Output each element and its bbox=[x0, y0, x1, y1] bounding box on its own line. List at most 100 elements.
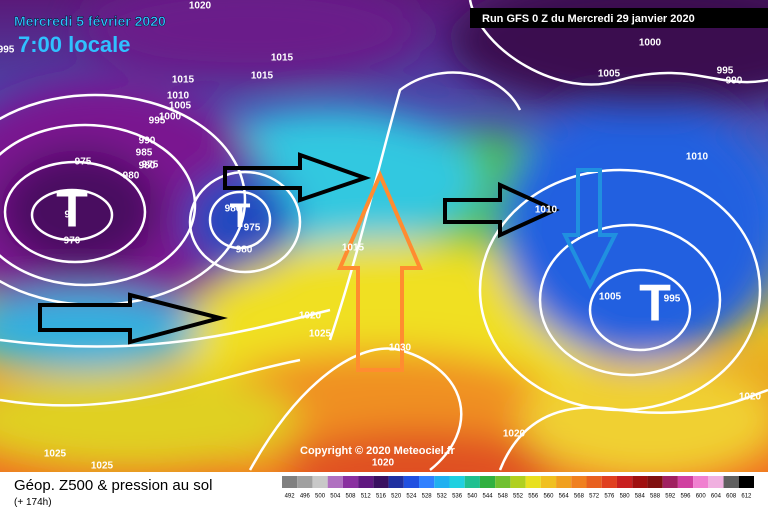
isobar-label: 995 bbox=[149, 116, 166, 127]
scale-swatch bbox=[495, 476, 511, 488]
scale-swatch bbox=[464, 476, 480, 488]
isobar-label: 1020 bbox=[739, 392, 762, 403]
scale-swatch bbox=[571, 476, 587, 488]
footer-lead: (+ 174h) bbox=[14, 497, 52, 508]
footer-title: Géop. Z500 & pression au sol bbox=[14, 477, 212, 494]
isobar-label: 985 bbox=[136, 148, 153, 159]
isobar-label: 1010 bbox=[686, 152, 709, 163]
scale-swatch bbox=[358, 476, 374, 488]
isobar-label: 1015 bbox=[172, 75, 195, 86]
isobar-label: 990 bbox=[139, 136, 156, 147]
scale-tick-label: 544 bbox=[483, 494, 494, 500]
scale-tick-label: 508 bbox=[346, 494, 357, 500]
isobar-label: 1025 bbox=[44, 449, 67, 460]
scale-tick-label: 560 bbox=[543, 494, 554, 500]
isobar-label: 1005 bbox=[598, 69, 621, 80]
scale-swatch bbox=[373, 476, 389, 488]
isobar-label: 980 bbox=[225, 204, 242, 215]
scale-tick-label: 604 bbox=[711, 494, 722, 500]
isobar-label: 1020 bbox=[503, 429, 526, 440]
scale-tick-label: 548 bbox=[498, 494, 509, 500]
isobar-label: 1005 bbox=[169, 101, 192, 112]
isobar-label: 980 bbox=[139, 161, 156, 172]
scale-swatch bbox=[434, 476, 450, 488]
scale-tick-label: 568 bbox=[574, 494, 585, 500]
scale-swatch bbox=[632, 476, 648, 488]
low-marker: T bbox=[230, 197, 251, 235]
scale-swatch bbox=[403, 476, 420, 488]
isobar-label: 1010 bbox=[535, 205, 558, 216]
scale-swatch bbox=[510, 476, 526, 488]
scale-tick-label: 580 bbox=[620, 494, 631, 500]
scale-swatch bbox=[662, 476, 678, 488]
scale-tick-label: 540 bbox=[467, 494, 478, 500]
scale-swatch bbox=[312, 476, 328, 488]
low-marker: T bbox=[639, 275, 671, 333]
isobar-label: 1015 bbox=[251, 71, 274, 82]
isobar-label: 1025 bbox=[91, 461, 114, 472]
isobar-label: 1025 bbox=[309, 329, 332, 340]
scale-swatch bbox=[693, 476, 709, 488]
isobar-label: 975 bbox=[244, 223, 261, 234]
scale-tick-label: 500 bbox=[315, 494, 326, 500]
scale-tick-label: 536 bbox=[452, 494, 463, 500]
scale-swatch bbox=[540, 476, 557, 488]
scale-tick-label: 608 bbox=[726, 494, 737, 500]
scale-swatch bbox=[282, 476, 298, 488]
run-info: Run GFS 0 Z du Mercredi 29 janvier 2020 bbox=[482, 13, 695, 25]
isobar-label: 980 bbox=[236, 245, 253, 256]
isobar-label: 995 bbox=[717, 66, 734, 77]
isobars bbox=[0, 0, 768, 470]
scale-swatch bbox=[449, 476, 465, 488]
scale-tick-label: 572 bbox=[589, 494, 600, 500]
scale-tick-label: 588 bbox=[650, 494, 661, 500]
scale-swatch bbox=[586, 476, 602, 488]
forecast-time: 7:00 locale bbox=[18, 32, 131, 57]
scale-swatch bbox=[419, 476, 435, 488]
scale-tick-label: 492 bbox=[285, 494, 296, 500]
scale-swatch bbox=[708, 476, 724, 488]
isobar-label: 970 bbox=[64, 236, 81, 247]
scale-tick-label: 516 bbox=[376, 494, 387, 500]
isobar-label: 990 bbox=[726, 76, 743, 87]
forecast-date: Mercredi 5 février 2020 bbox=[14, 13, 166, 29]
scale-tick-label: 528 bbox=[422, 494, 433, 500]
arrows bbox=[38, 152, 619, 372]
isobar-label: 995 bbox=[0, 45, 15, 56]
scale-tick-label: 504 bbox=[330, 494, 341, 500]
scale-swatch bbox=[327, 476, 343, 488]
scale-swatch bbox=[297, 476, 313, 488]
scale-swatch bbox=[479, 476, 496, 488]
scale-tick-label: 600 bbox=[696, 494, 707, 500]
scale-tick-label: 592 bbox=[665, 494, 676, 500]
scale-tick-label: 532 bbox=[437, 494, 448, 500]
isobar-label: 1030 bbox=[389, 343, 412, 354]
isobar-label: 1010 bbox=[167, 91, 190, 102]
scale-swatch bbox=[388, 476, 404, 488]
isobar-label: 1020 bbox=[372, 458, 395, 469]
isobar-label: 1000 bbox=[159, 112, 182, 123]
isobar-label: 1015 bbox=[271, 53, 294, 64]
copyright: Copyright © 2020 Meteociel.fr bbox=[300, 445, 456, 457]
scale-swatch bbox=[556, 476, 572, 488]
isobar-label: 975 bbox=[75, 157, 92, 168]
scale-swatch bbox=[647, 476, 663, 488]
isobar-label: 1000 bbox=[639, 38, 662, 49]
scale-swatch bbox=[601, 476, 617, 488]
isobar-label: 97 bbox=[64, 210, 76, 221]
low-marker: T bbox=[56, 181, 88, 239]
isobar-label: 980 bbox=[123, 171, 140, 182]
scale-tick-label: 552 bbox=[513, 494, 524, 500]
scale-swatch bbox=[677, 476, 694, 488]
scale-tick-label: 576 bbox=[604, 494, 615, 500]
scale-tick-label: 524 bbox=[406, 494, 417, 500]
scale-tick-label: 520 bbox=[391, 494, 402, 500]
isobar-label: 1005 bbox=[599, 292, 622, 303]
isobar-label: 995 bbox=[664, 294, 681, 305]
isobar-label: 1020 bbox=[299, 311, 322, 322]
isobar-label: 1020 bbox=[189, 1, 212, 12]
scale-swatch bbox=[525, 476, 541, 488]
